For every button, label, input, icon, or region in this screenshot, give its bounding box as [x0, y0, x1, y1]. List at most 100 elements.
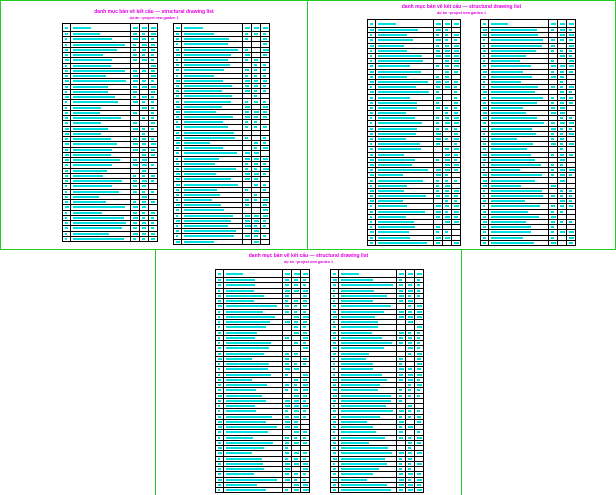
header-info-cell: [451, 20, 460, 27]
row-number-text: [332, 284, 337, 287]
drawing-name-text: [340, 305, 391, 308]
row-number-text: [64, 101, 68, 104]
table-row: [174, 166, 269, 173]
drawing-name-cell: [339, 462, 396, 466]
row-number-cell: [63, 221, 71, 226]
table-row: [216, 309, 309, 315]
drawing-name-cell: [489, 220, 548, 224]
drawing-info-text: [453, 70, 458, 73]
drawing-info-text: [293, 321, 298, 324]
drawing-name-cell: [182, 219, 242, 223]
table-row: [174, 109, 269, 115]
drawing-info-text: [284, 426, 290, 429]
row-number-cell: [331, 477, 339, 482]
drawing-info-text: [435, 236, 441, 239]
table-row: [63, 194, 157, 200]
drawing-name-text: [490, 44, 542, 47]
drawing-info-cell: [251, 52, 260, 57]
drawing-name-text: [225, 405, 256, 408]
drawing-info-cell: [260, 213, 269, 218]
drawing-info-cell: [442, 142, 451, 147]
drawing-name-cell: [71, 232, 130, 236]
table-row: [216, 451, 309, 457]
row-number-cell: [63, 189, 71, 194]
drawing-info-cell: [548, 147, 557, 152]
drawing-name-text: [72, 132, 101, 135]
drawing-name-text: [183, 188, 217, 191]
table-row: [63, 168, 157, 174]
row-number-cell: [63, 147, 71, 152]
drawing-info-text: [262, 79, 267, 82]
drawing-name-cell: [376, 215, 433, 219]
drawing-info-text: [253, 95, 258, 98]
drawing-info-text: [407, 483, 413, 486]
drawing-info-cell: [451, 131, 460, 136]
drawing-info-text: [398, 336, 403, 339]
drawing-info-text: [435, 179, 440, 182]
drawing-info-cell: [451, 95, 460, 100]
drawing-info-cell: [260, 73, 269, 78]
row-number-cell: [63, 131, 71, 136]
drawing-info-text: [302, 399, 307, 402]
drawing-info-text: [435, 241, 440, 244]
drawing-info-text: [435, 55, 442, 58]
drawing-info-cell: [557, 168, 566, 173]
drawing-info-cell: [548, 204, 557, 209]
row-number-text: [217, 473, 221, 476]
drawing-info-text: [398, 284, 403, 287]
row-number-cell: [331, 383, 339, 388]
drawing-info-cell: [405, 398, 414, 403]
drawing-name-text: [490, 112, 527, 115]
table-row: [216, 283, 309, 289]
drawing-info-text: [132, 138, 138, 141]
row-number-text: [64, 138, 69, 141]
table-row: [331, 404, 423, 410]
table-row: [331, 325, 423, 331]
table-row: [331, 467, 423, 473]
drawing-info-text: [284, 284, 289, 287]
table-row: [216, 330, 309, 336]
drawing-name-cell: [489, 132, 548, 136]
table-row: [63, 173, 157, 179]
drawing-info-cell: [442, 48, 451, 53]
drawing-name-text: [377, 226, 415, 229]
row-number-cell: [174, 32, 182, 37]
drawing-info-cell: [548, 33, 557, 38]
drawing-info-cell: [442, 168, 451, 173]
drawing-info-text: [444, 106, 449, 109]
drawing-name-text: [72, 64, 111, 67]
drawing-info-cell: [414, 477, 423, 482]
drawing-info-cell: [300, 477, 309, 482]
drawing-info-text: [244, 90, 250, 93]
drawing-info-cell: [251, 239, 260, 244]
row-number-cell: [216, 314, 224, 319]
row-number-cell: [481, 225, 489, 230]
drawing-info-text: [284, 279, 289, 282]
drawing-info-text: [302, 436, 307, 439]
row-number-text: [369, 65, 374, 68]
drawing-name-text: [225, 357, 252, 360]
drawing-info-text: [284, 452, 290, 455]
drawing-info-cell: [433, 230, 442, 235]
row-number-text: [175, 126, 180, 129]
drawing-name-cell: [489, 95, 548, 99]
row-number-cell: [331, 482, 339, 487]
drawing-name-text: [183, 126, 228, 129]
row-number-text: [175, 53, 180, 56]
drawing-info-text: [398, 489, 404, 492]
drawing-info-cell: [414, 341, 423, 346]
drawing-info-cell: [396, 393, 405, 398]
drawing-info-text: [141, 54, 145, 57]
drawing-name-text: [377, 112, 407, 115]
drawing-info-cell: [548, 188, 557, 193]
drawing-info-text: [141, 138, 147, 141]
drawing-info-cell: [282, 430, 291, 435]
drawing-name-cell: [339, 310, 396, 314]
row-number-text: [482, 205, 485, 208]
drawing-info-text: [435, 80, 441, 83]
drawing-name-cell: [489, 230, 548, 234]
drawing-info-cell: [433, 38, 442, 43]
drawing-name-cell: [339, 278, 396, 282]
drawing-name-cell: [339, 420, 396, 424]
drawing-info-cell: [442, 53, 451, 59]
